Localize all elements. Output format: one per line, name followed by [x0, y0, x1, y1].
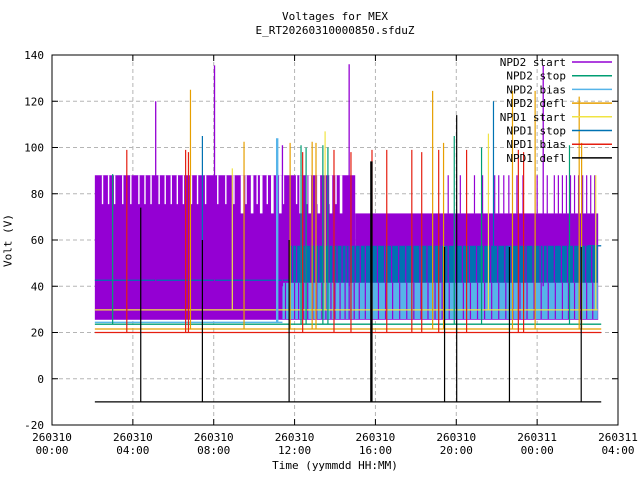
legend-label: NPD1 start	[500, 111, 566, 124]
legend-label: NPD2 defl	[506, 97, 566, 110]
x-tick-date: 260310	[436, 431, 476, 444]
x-tick-date: 260310	[356, 431, 396, 444]
series-npd2-start	[447, 175, 596, 214]
y-tick-label: 20	[31, 327, 44, 340]
y-tick-label: 40	[31, 280, 44, 293]
series-npd1-defl	[443, 246, 582, 402]
legend-entry-npd1-bias: NPD1 bias	[506, 138, 612, 151]
plot-border-and-ticks	[51, 54, 619, 426]
legend-label: NPD1 defl	[506, 152, 566, 165]
legend-label: NPD1 bias	[506, 138, 566, 151]
y-tick-label: 60	[31, 234, 44, 247]
y-tick-label: 80	[31, 188, 44, 201]
series-data	[94, 64, 602, 403]
x-tick-date: 260311	[517, 431, 557, 444]
x-tick-time: 08:00	[197, 444, 230, 457]
x-tick-time: 00:00	[35, 444, 68, 457]
y-tick-label: 0	[37, 373, 44, 386]
series-npd2-defl	[243, 141, 313, 330]
x-tick-time: 00:00	[521, 444, 554, 457]
y-tick-label: 100	[24, 142, 44, 155]
legend-entry-npd1-defl: NPD1 defl	[506, 152, 612, 165]
legend-label: NPD2 stop	[506, 70, 566, 83]
series-npd1-bias	[187, 152, 525, 333]
y-axis-label: Volt (V)	[1, 214, 15, 267]
legend-label: NPD1 stop	[506, 125, 566, 138]
legend-entry-npd2-bias: NPD2 bias	[506, 83, 612, 96]
x-tick-time: 04:00	[116, 444, 149, 457]
legend-entry-npd2-stop: NPD2 stop	[506, 70, 612, 83]
series-npd2-start	[291, 245, 593, 283]
y-tick-label: 140	[24, 49, 44, 62]
legend-label: NPD2 bias	[506, 83, 566, 96]
series-npd2-defl	[432, 90, 536, 330]
legend-entry-npd2-defl: NPD2 defl	[506, 97, 612, 110]
x-tick-date: 260310	[113, 431, 153, 444]
chart-title: Voltages for MEX	[282, 10, 388, 23]
series-npd2-bias	[282, 282, 598, 320]
chart-subtitle: E_RT20260310000850.sfduZ	[255, 24, 415, 37]
series-npd2-start	[213, 65, 544, 287]
x-tick-date: 260311	[598, 431, 638, 444]
x-tick-time: 04:00	[601, 444, 634, 457]
series-npd2-stop	[305, 147, 483, 325]
series-npd2-start-gaps	[240, 175, 343, 214]
x-tick-date: 260310	[32, 431, 72, 444]
legend-label: NPD2 start	[500, 56, 566, 69]
x-tick-date: 260310	[275, 431, 315, 444]
legend-entry-npd2-start: NPD2 start	[500, 56, 612, 69]
legend-entry-npd1-stop: NPD1 stop	[506, 125, 612, 138]
legend-entry-npd1-start: NPD1 start	[500, 111, 612, 124]
y-tick-label: 120	[24, 95, 44, 108]
y-tick-labels: -20 0 20 40 60 80 100 120 140	[24, 49, 44, 432]
series-npd1-defl	[201, 240, 290, 402]
x-tick-labels: 26031000:0026031004:0026031008:002603101…	[32, 431, 638, 457]
x-axis-label: Time (yymmdd HH:MM)	[272, 459, 398, 472]
x-tick-time: 20:00	[440, 444, 473, 457]
y-tick-label: -20	[24, 419, 44, 432]
x-tick-time: 16:00	[359, 444, 392, 457]
x-tick-time: 12:00	[278, 444, 311, 457]
series-npd2-stop	[300, 145, 571, 325]
x-tick-date: 260310	[194, 431, 234, 444]
